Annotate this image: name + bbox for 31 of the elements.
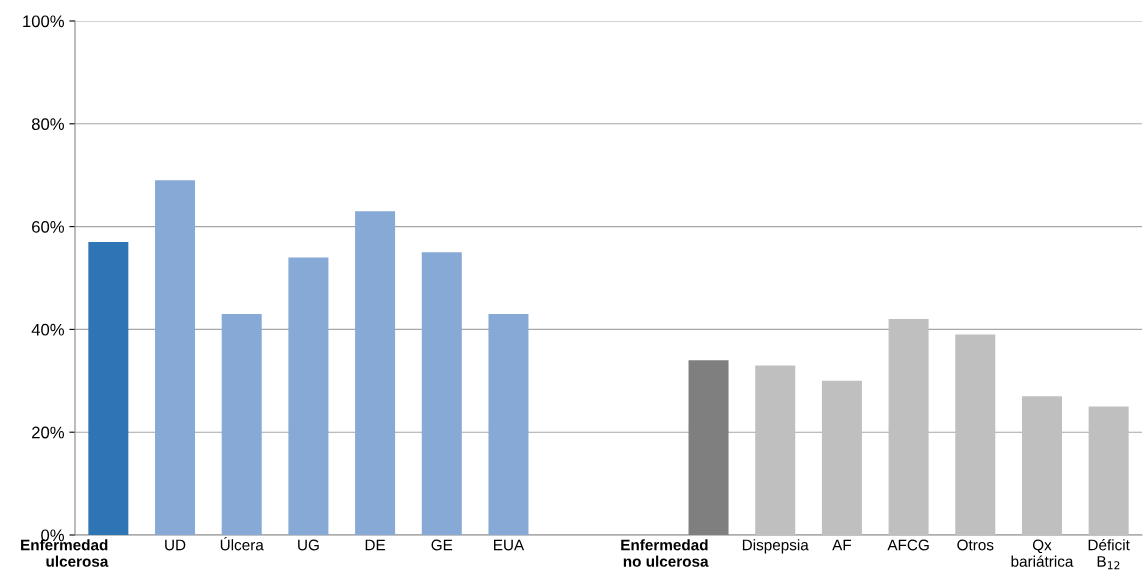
bar [955,334,996,535]
bar [488,313,529,535]
bar [1021,396,1062,535]
x-tick-label: DE [365,539,386,551]
x-tick-label: AFCG [887,539,929,551]
x-tick-label: Otros [957,539,994,551]
x-tick-label: Enfermedad no ulcerosa [621,539,709,567]
bar [221,313,262,535]
x-tick-label: Qx bariátrica [1011,539,1074,567]
x-tick-label: UD [165,539,186,551]
y-tick-label: 40% [31,323,64,336]
x-tick-label: Déficit B$_{12}$ [1088,538,1130,570]
y-tick-label: 80% [31,118,64,130]
x-tick-label: UG [298,539,319,551]
x-tick-label: AF [832,539,852,551]
bar [888,319,929,535]
bar [88,242,129,535]
bar [821,380,862,535]
bar [288,257,329,535]
y-tick-label: 20% [32,426,64,439]
y-tick-label: 60% [32,221,64,233]
bar [755,365,796,535]
x-tick-label: Úlcera [220,536,264,551]
bar [155,180,196,535]
bar [421,252,462,535]
y-tick-label: 100% [23,15,64,28]
x-tick-label: GE [431,539,453,551]
x-tick-label: EUA [494,539,525,551]
bar [1088,406,1129,535]
x-tick-label: Dispepsia [742,539,809,554]
bar [355,211,396,535]
